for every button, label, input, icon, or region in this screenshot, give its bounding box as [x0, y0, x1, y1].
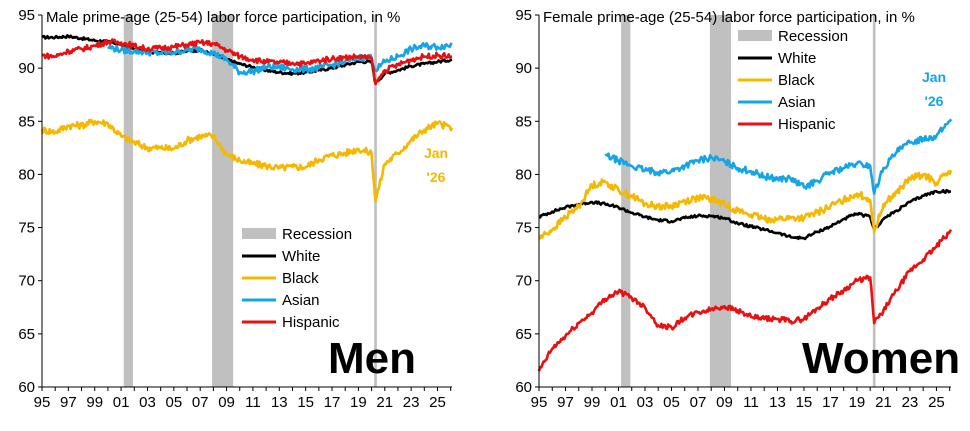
series-line-black — [40, 118, 454, 203]
y-tick-label: 95 — [18, 7, 35, 24]
legend-swatch-recession — [738, 30, 772, 41]
recession-band — [123, 15, 133, 387]
legend-label-white: White — [282, 248, 320, 265]
x-tick-label: 19 — [350, 394, 367, 411]
x-tick-label: 05 — [663, 394, 680, 411]
y-tick-label: 90 — [515, 60, 532, 77]
x-tick-label: 07 — [690, 394, 707, 411]
y-tick-label: 85 — [515, 113, 532, 130]
y-tick-label: 75 — [18, 220, 35, 237]
y-tick-label: 75 — [515, 220, 532, 237]
x-tick-label: 09 — [218, 394, 235, 411]
x-tick-label: 99 — [584, 394, 601, 411]
end-label-month: Jan — [922, 69, 946, 85]
y-tick-label: 70 — [18, 273, 35, 290]
x-tick-label: 25 — [429, 394, 446, 411]
x-tick-label: 03 — [139, 394, 156, 411]
series-line-asian — [604, 118, 953, 195]
series-line-hispanic — [537, 228, 953, 372]
chart-title: Male prime-age (25-54) labor force parti… — [46, 9, 400, 26]
x-tick-label: 99 — [86, 394, 103, 411]
legend-label-white: White — [778, 50, 816, 67]
y-tick-label: 65 — [18, 326, 35, 343]
legend-label-black: Black — [282, 270, 319, 287]
legend-label-asian: Asian — [778, 94, 816, 111]
x-tick-label: 01 — [610, 394, 627, 411]
y-tick-label: 65 — [515, 326, 532, 343]
x-tick-label: 95 — [531, 394, 548, 411]
x-tick-label: 97 — [60, 394, 77, 411]
end-label-month: Jan — [424, 145, 448, 161]
x-tick-label: 01 — [113, 394, 130, 411]
end-label-year: '26 — [925, 93, 944, 109]
x-tick-label: 13 — [271, 394, 288, 411]
x-tick-label: 23 — [403, 394, 420, 411]
series-line-hispanic — [41, 38, 453, 86]
y-tick-label: 60 — [18, 379, 35, 396]
legend-label-hispanic: Hispanic — [778, 116, 836, 133]
series-line-white — [538, 188, 952, 241]
y-tick-label: 80 — [515, 166, 532, 183]
y-tick-label: 85 — [18, 113, 35, 130]
legend-label-asian: Asian — [282, 292, 320, 309]
x-tick-label: 97 — [557, 394, 574, 411]
y-tick-label: 70 — [515, 273, 532, 290]
panel-label: Women — [802, 334, 960, 383]
x-tick-label: 17 — [324, 394, 341, 411]
legend-swatch-recession — [242, 228, 276, 239]
panel-label: Men — [328, 334, 416, 383]
x-tick-label: 05 — [165, 394, 182, 411]
x-tick-label: 25 — [928, 394, 945, 411]
x-tick-label: 15 — [796, 394, 813, 411]
y-tick-label: 90 — [18, 60, 35, 77]
x-tick-label: 21 — [875, 394, 892, 411]
recession-band — [621, 15, 631, 387]
series-line-asian — [106, 42, 453, 76]
x-tick-label: 11 — [743, 394, 759, 411]
recession-band — [212, 15, 234, 387]
y-tick-label: 60 — [515, 379, 532, 396]
x-tick-label: 03 — [637, 394, 654, 411]
x-tick-label: 09 — [716, 394, 733, 411]
x-tick-label: 13 — [769, 394, 786, 411]
y-tick-label: 95 — [515, 7, 532, 24]
x-tick-label: 07 — [192, 394, 209, 411]
x-tick-label: 17 — [822, 394, 839, 411]
legend-label-hispanic: Hispanic — [282, 314, 340, 331]
x-tick-label: 21 — [376, 394, 393, 411]
end-label-year: '26 — [427, 169, 446, 185]
x-tick-label: 95 — [34, 394, 51, 411]
legend-label-recession: Recession — [282, 226, 352, 243]
legend-label-recession: Recession — [778, 28, 848, 45]
series-line-black — [538, 169, 953, 240]
y-tick-label: 80 — [18, 166, 35, 183]
chart-title: Female prime-age (25-54) labor force par… — [543, 9, 915, 26]
recession-band — [872, 15, 876, 387]
x-tick-label: 23 — [902, 394, 919, 411]
legend-label-black: Black — [778, 72, 815, 89]
x-tick-label: 19 — [849, 394, 866, 411]
x-tick-label: 11 — [245, 394, 261, 411]
x-tick-label: 15 — [297, 394, 314, 411]
